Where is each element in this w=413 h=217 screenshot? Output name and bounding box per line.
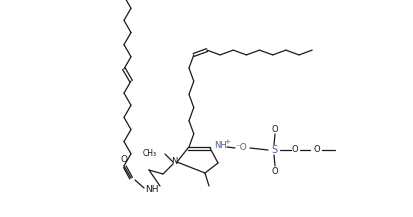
- Text: O: O: [120, 156, 127, 164]
- Text: CH₃: CH₃: [142, 148, 157, 158]
- Text: O: O: [291, 146, 298, 155]
- Text: NH: NH: [145, 184, 158, 194]
- Text: NH: NH: [214, 141, 226, 151]
- Text: O: O: [271, 125, 278, 133]
- Text: ⁻O: ⁻O: [235, 143, 246, 151]
- Text: +: +: [223, 139, 229, 145]
- Text: N: N: [171, 158, 177, 166]
- Text: O: O: [271, 166, 278, 176]
- Text: O: O: [313, 146, 320, 155]
- Text: S: S: [270, 145, 276, 155]
